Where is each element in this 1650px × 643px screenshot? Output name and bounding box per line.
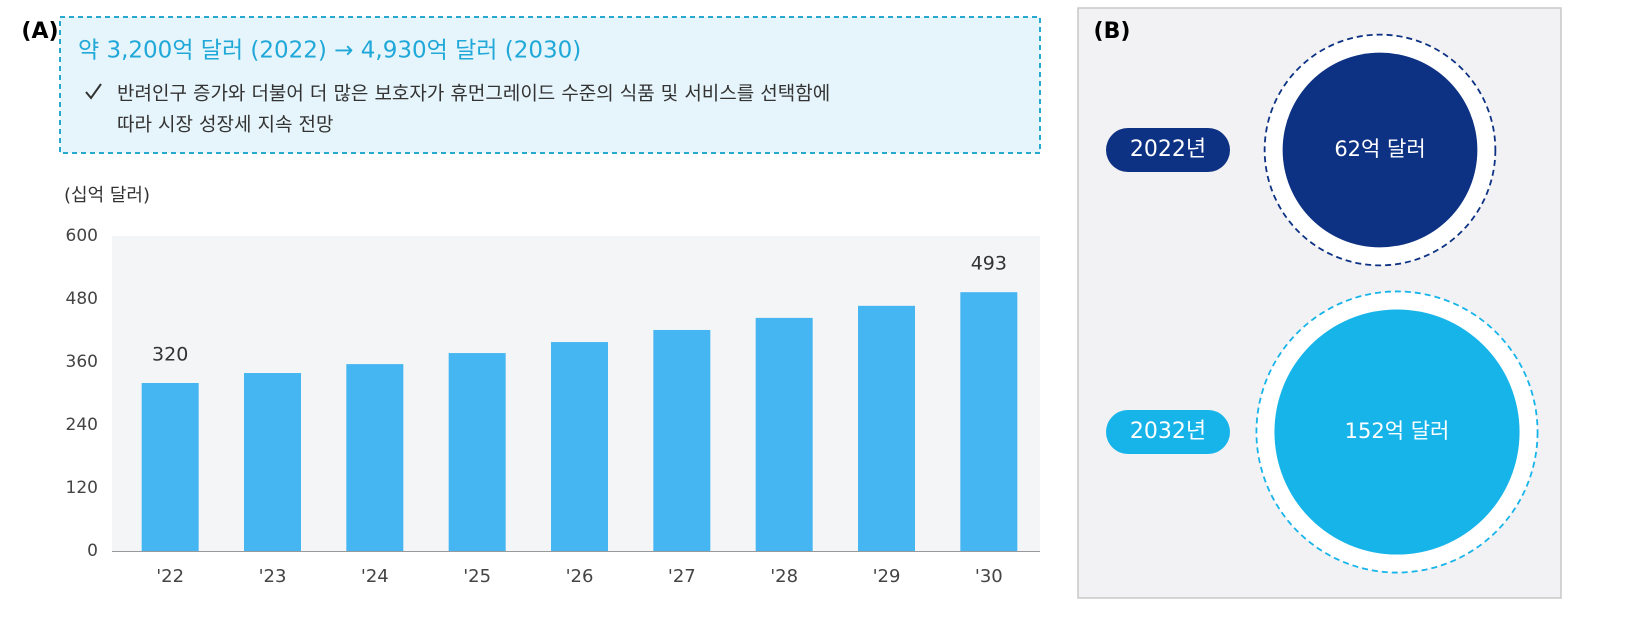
year-label: 2032년 [1130, 419, 1206, 444]
bar [244, 373, 301, 551]
x-tick-label: '27 [668, 566, 696, 587]
x-tick-label: '24 [361, 566, 389, 587]
x-tick-label: '29 [873, 566, 901, 587]
y-tick-label: 360 [66, 352, 98, 372]
panel-label: (A) [21, 19, 58, 44]
bar [551, 342, 608, 551]
check-icon [85, 83, 102, 100]
bar [346, 364, 404, 551]
year-pill [1106, 128, 1230, 172]
bubble-label: 62억 달러 [1334, 137, 1425, 161]
y-tick-label: 120 [66, 478, 98, 498]
y-tick-label: 600 [66, 226, 98, 246]
bar [960, 292, 1018, 551]
x-tick-label: '25 [463, 566, 491, 587]
y-tick-label: 0 [87, 541, 98, 561]
x-tick-label: '23 [259, 566, 287, 587]
data-label: 320 [152, 344, 188, 366]
bar [653, 329, 711, 551]
x-tick-label: '28 [770, 566, 798, 587]
panel-label: (B) [1094, 19, 1131, 44]
chart-title: 약 3,200억 달러 (2022) → 4,930억 달러 (2030) [78, 38, 581, 64]
bar [755, 317, 813, 551]
bubble-label: 152억 달러 [1345, 419, 1450, 443]
y-axis-label: (십억 달러) [64, 185, 150, 206]
x-tick-label: '26 [566, 566, 594, 587]
data-label: 493 [971, 253, 1007, 275]
subtitle: 따라 시장 성장세 지속 전망 [117, 114, 333, 136]
bar [448, 353, 506, 551]
header-box [59, 16, 1041, 154]
x-tick-label: '22 [156, 566, 184, 587]
bar [858, 305, 915, 551]
bubble [1274, 309, 1520, 555]
y-tick-label: 480 [66, 289, 98, 309]
bubble [1282, 52, 1478, 248]
year-pill [1106, 410, 1230, 454]
year-label: 2022년 [1130, 137, 1206, 162]
subtitle: 반려인구 증가와 더불어 더 많은 보호자가 휴먼그레이드 수준의 식품 및 서… [117, 83, 830, 105]
bar [141, 383, 199, 551]
y-tick-label: 240 [66, 415, 98, 435]
x-tick-label: '30 [975, 566, 1003, 587]
